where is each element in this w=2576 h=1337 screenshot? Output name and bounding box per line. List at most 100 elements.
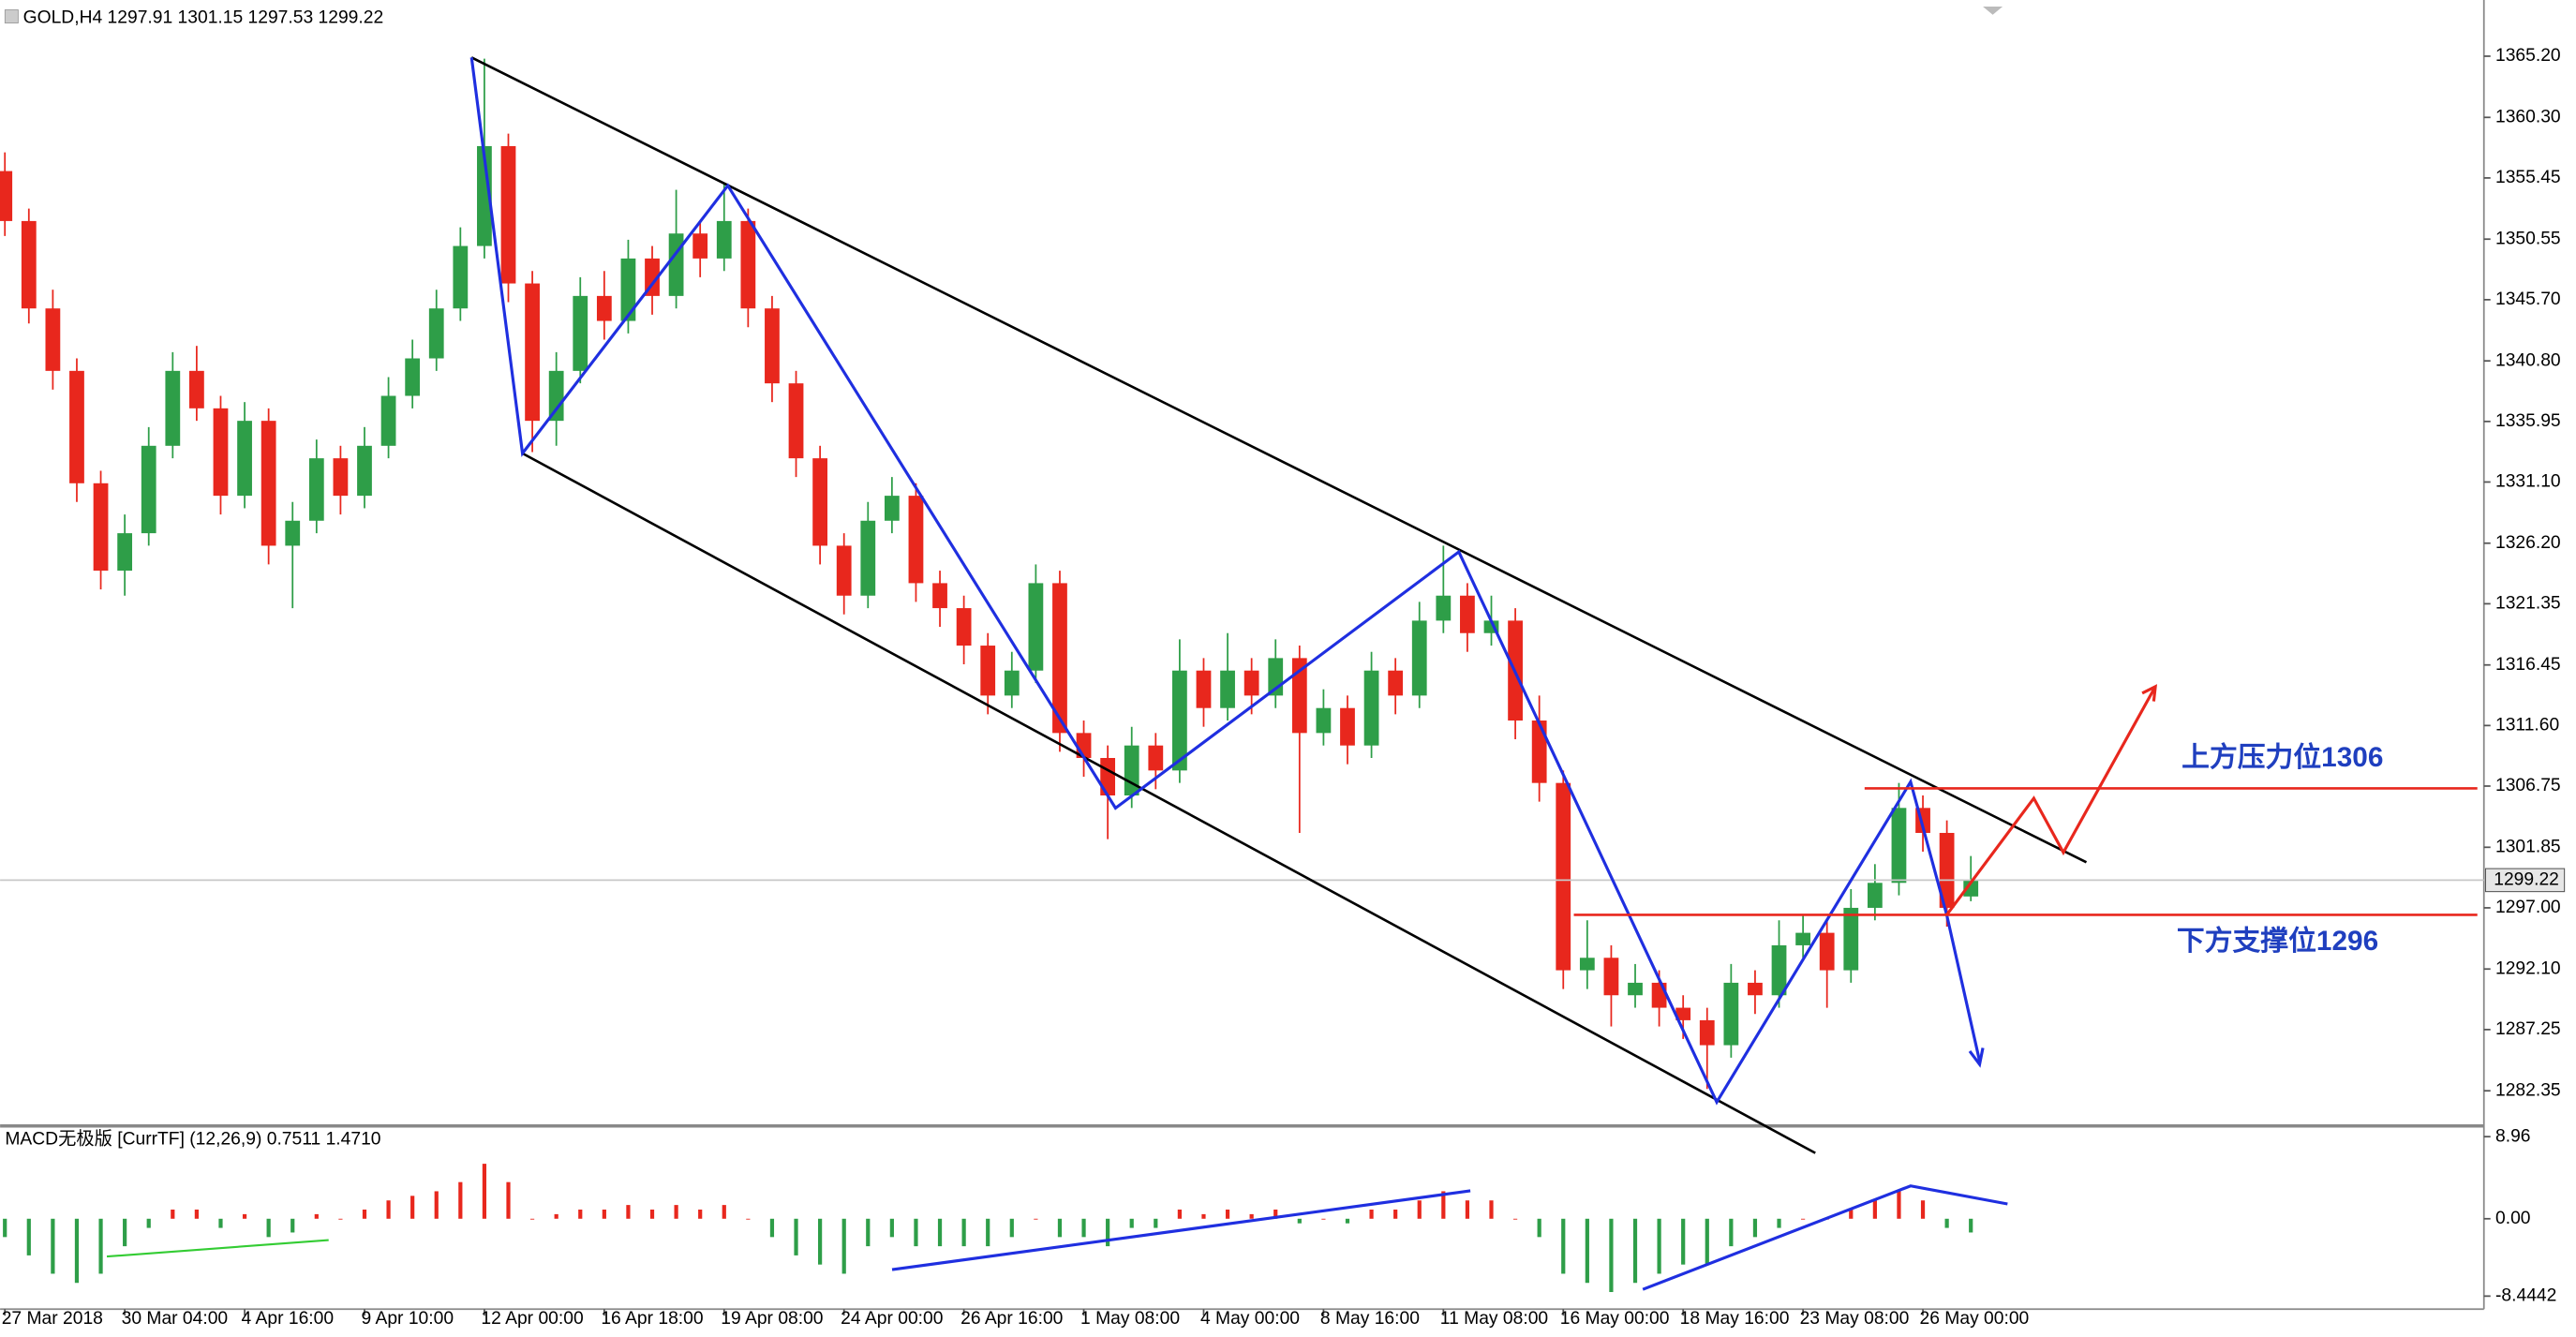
candle-body bbox=[1243, 670, 1259, 696]
histogram-bar bbox=[1777, 1218, 1781, 1228]
arrow-head bbox=[2141, 684, 2158, 702]
x-tick-label: 24 Apr 00:00 bbox=[841, 1309, 943, 1329]
histogram-bar bbox=[1801, 1218, 1806, 1220]
histogram-bar bbox=[986, 1218, 990, 1247]
candle-body bbox=[0, 171, 13, 221]
histogram-bar bbox=[554, 1213, 558, 1219]
last-price-box bbox=[2484, 868, 2566, 893]
candle-body bbox=[1795, 932, 1811, 945]
candle-body bbox=[1651, 982, 1667, 1008]
candle-body bbox=[1819, 932, 1835, 971]
y-tick-label: 1345.70 bbox=[2495, 290, 2561, 309]
histogram-bar bbox=[698, 1210, 703, 1219]
histogram-bar bbox=[482, 1164, 487, 1219]
y-tick-label: 1306.75 bbox=[2495, 776, 2561, 795]
candle-body bbox=[1723, 982, 1739, 1046]
y-tick-label: 1335.95 bbox=[2495, 411, 2561, 431]
candle-body bbox=[453, 245, 469, 309]
x-tick-label: 9 Apr 10:00 bbox=[361, 1309, 454, 1329]
candle-body bbox=[620, 258, 636, 321]
histogram-bar bbox=[266, 1218, 271, 1238]
histogram-bar bbox=[602, 1210, 606, 1219]
histogram-bar bbox=[1512, 1218, 1518, 1220]
histogram-bar bbox=[434, 1191, 439, 1219]
candle-body bbox=[165, 370, 181, 446]
candle-body bbox=[1052, 583, 1067, 734]
y-tick-label: 1326.20 bbox=[2495, 533, 2561, 553]
candle-body bbox=[1220, 670, 1235, 708]
candle-body bbox=[333, 458, 349, 497]
candle-body bbox=[1004, 670, 1020, 696]
histogram-bar bbox=[123, 1218, 127, 1247]
candle-body bbox=[932, 583, 947, 609]
histogram-bar bbox=[1632, 1218, 1638, 1284]
histogram-bar bbox=[1705, 1218, 1709, 1265]
analysis-overlay bbox=[106, 56, 2478, 1291]
macd-trend bbox=[891, 1189, 1471, 1271]
candle-body bbox=[1603, 958, 1619, 996]
x-tick-label: 1 May 08:00 bbox=[1080, 1309, 1180, 1329]
macd-trend bbox=[1642, 1184, 2008, 1291]
candle-body bbox=[596, 295, 612, 321]
candle-body bbox=[500, 145, 516, 284]
y-tick-label: 1311.60 bbox=[2495, 715, 2559, 735]
x-tick-label: 26 Apr 16:00 bbox=[960, 1309, 1063, 1329]
candle-body bbox=[980, 646, 996, 696]
candle-body bbox=[261, 421, 276, 546]
histogram-bar bbox=[1009, 1218, 1014, 1238]
y-tick-label: 1355.45 bbox=[2495, 168, 2561, 187]
x-tick-label: 4 May 00:00 bbox=[1200, 1309, 1300, 1329]
candle-body bbox=[405, 358, 421, 396]
histogram-bar bbox=[914, 1218, 918, 1247]
candle-body bbox=[93, 483, 109, 572]
channel-upper bbox=[470, 56, 2088, 864]
y-tick-label: 1287.25 bbox=[2495, 1019, 2561, 1039]
histogram-bar bbox=[26, 1218, 31, 1255]
candle-body bbox=[1939, 832, 1955, 908]
candle-body bbox=[1843, 907, 1859, 971]
histogram-bar bbox=[1057, 1218, 1063, 1238]
candle-body bbox=[860, 520, 876, 596]
histogram-bar bbox=[1201, 1213, 1206, 1219]
x-tick-label: 16 May 00:00 bbox=[1560, 1309, 1670, 1329]
histogram-bar bbox=[1585, 1218, 1589, 1284]
y-tick-label: 1282.35 bbox=[2495, 1080, 2561, 1100]
candle-body bbox=[285, 520, 301, 546]
candle-body bbox=[548, 370, 564, 422]
candle-body bbox=[525, 283, 540, 422]
histogram-bar bbox=[1561, 1218, 1566, 1274]
indicator-header: MACD无极版 [CurrTF] (12,26,9) 0.7511 1.4710 bbox=[5, 1129, 380, 1150]
candle-body bbox=[1748, 982, 1763, 996]
histogram-bar bbox=[1393, 1210, 1398, 1219]
x-tick-label: 18 May 16:00 bbox=[1680, 1309, 1790, 1329]
candle-body bbox=[765, 308, 780, 384]
histogram-bar bbox=[1944, 1218, 1949, 1228]
histogram-bar bbox=[218, 1218, 223, 1228]
histogram-bar bbox=[746, 1218, 751, 1220]
y-tick-label: 1350.55 bbox=[2495, 229, 2561, 248]
histogram-bar bbox=[314, 1213, 319, 1219]
candle-body bbox=[1579, 958, 1595, 971]
x-tick-label: 4 Apr 16:00 bbox=[242, 1309, 335, 1329]
candle-body bbox=[357, 445, 372, 497]
candle-body bbox=[189, 370, 204, 409]
histogram-bar bbox=[1081, 1218, 1086, 1238]
x-tick-label: 27 Mar 2018 bbox=[2, 1309, 103, 1329]
histogram-bar bbox=[3, 1218, 7, 1238]
histogram-bar bbox=[1752, 1218, 1758, 1238]
candle-body bbox=[1316, 707, 1332, 734]
histogram-bar bbox=[722, 1205, 726, 1219]
candle-body bbox=[1867, 883, 1883, 908]
candle-body bbox=[45, 308, 61, 371]
histogram-bar bbox=[1609, 1218, 1614, 1293]
histogram-bar bbox=[410, 1196, 415, 1219]
candle-body bbox=[1436, 595, 1452, 621]
histogram-bar bbox=[362, 1210, 367, 1219]
last-price-label: 1299.22 bbox=[2494, 869, 2559, 889]
histogram-bar bbox=[1897, 1191, 1901, 1219]
histogram-bar bbox=[1321, 1218, 1326, 1220]
histogram-bar bbox=[1920, 1200, 1926, 1219]
candle-body bbox=[692, 233, 708, 259]
